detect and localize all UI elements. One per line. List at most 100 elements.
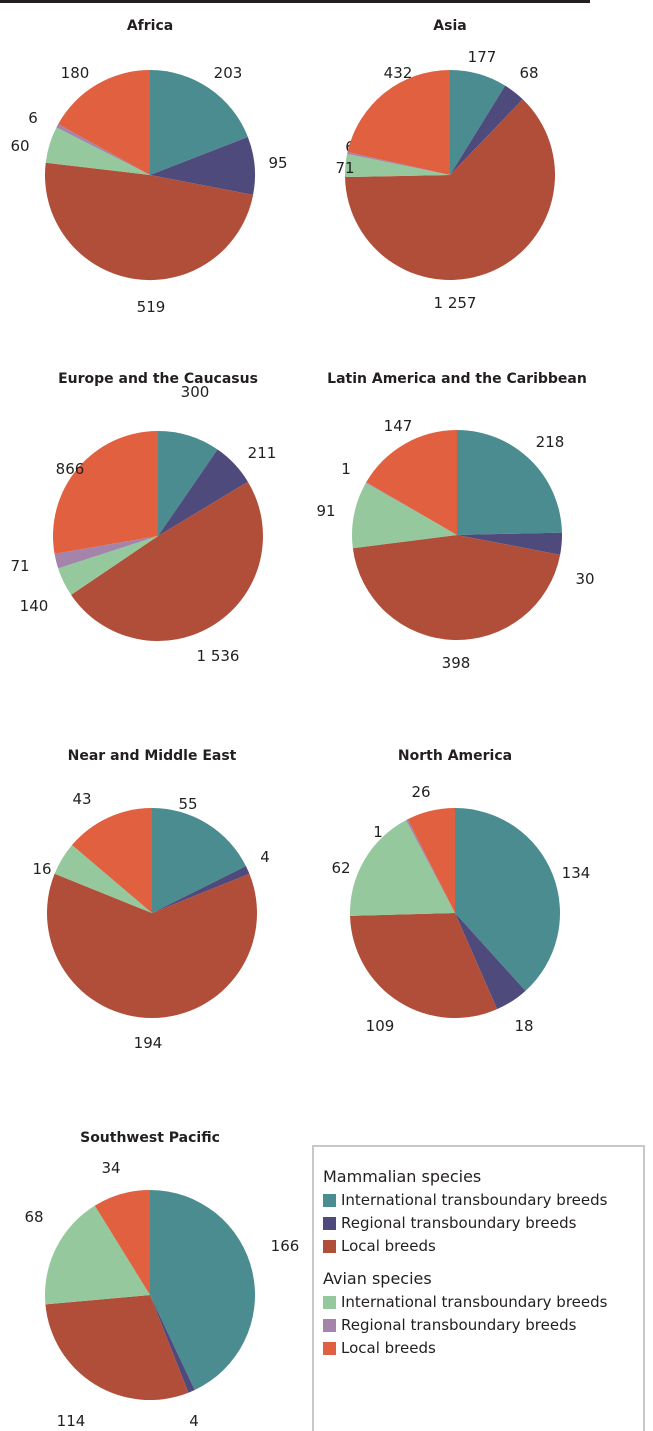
pie-slice-mammal-local xyxy=(350,913,498,1019)
data-label-mammal-local: 1 536 xyxy=(197,647,240,665)
pie-slice-avian-international xyxy=(44,1205,150,1305)
data-label-mammal-local: 519 xyxy=(137,298,166,316)
data-label-mammal-international: 177 xyxy=(468,48,497,66)
pie-slice-mammal-international xyxy=(150,1190,256,1391)
legend-avian-heading: Avian species xyxy=(323,1269,432,1288)
legend-item-mammal-international: International transboundary breeds xyxy=(323,1191,607,1209)
chart-title: Near and Middle East xyxy=(68,748,237,764)
data-label-avian-regional: 1 xyxy=(341,460,351,478)
pie-slice-avian-international xyxy=(58,536,158,595)
data-label-avian-international: 62 xyxy=(331,859,350,877)
data-label-avian-international: 71 xyxy=(335,159,354,177)
pie-slice-mammal-local xyxy=(44,162,254,281)
data-label-mammal-international: 134 xyxy=(562,864,591,882)
pie-slice-mammal-local xyxy=(45,1295,189,1401)
legend-mammal-heading: Mammalian species xyxy=(323,1167,482,1186)
data-label-avian-regional: 6 xyxy=(28,109,38,127)
pie-slice-mammal-local xyxy=(352,535,561,641)
legend-item-avian-international: International transboundary breeds xyxy=(323,1293,607,1311)
pie-slice-avian-local xyxy=(407,808,455,913)
pie-slice-avian-international xyxy=(351,482,457,549)
pie-slice-mammal-local xyxy=(71,481,263,641)
pie-slice-avian-regional xyxy=(347,151,450,175)
legend-label: Local breeds xyxy=(341,1339,436,1357)
pie-slice-avian-regional xyxy=(365,482,457,535)
pie-slice-avian-local xyxy=(52,431,158,554)
data-label-mammal-local: 109 xyxy=(366,1017,395,1035)
legend-item-mammal-local: Local breeds xyxy=(323,1237,436,1255)
pie-slice-avian-local xyxy=(58,70,151,175)
pie-slice-avian-local xyxy=(347,70,450,175)
data-label-mammal-regional: 4 xyxy=(260,848,270,866)
legend-item-avian-regional: Regional transboundary breeds xyxy=(323,1316,576,1334)
pie-slice-mammal-local xyxy=(47,873,257,1018)
chart-title: North America xyxy=(398,748,512,764)
data-label-avian-local: 43 xyxy=(72,790,91,808)
pie-slice-avian-international xyxy=(54,844,153,913)
legend-label: International transboundary breeds xyxy=(341,1293,608,1311)
pie-slice-mammal-regional xyxy=(450,85,523,175)
pie-slice-avian-regional xyxy=(54,536,158,569)
pie-slice-avian-local xyxy=(72,808,152,913)
pie-slice-avian-regional xyxy=(56,124,151,175)
pie-chart-5: North America 134 18 109 62 1 26 xyxy=(331,748,590,1035)
legend-swatch-mammal-regional xyxy=(323,1216,336,1230)
legend-swatch-avian-regional xyxy=(323,1318,336,1332)
data-label-avian-international: 16 xyxy=(32,860,51,878)
pie-slice-mammal-local xyxy=(345,99,556,281)
pie-slice-avian-local xyxy=(366,430,457,535)
data-label-avian-international: 140 xyxy=(20,597,49,615)
legend-label: Regional transboundary breeds xyxy=(341,1316,577,1334)
pie-slice-mammal-international xyxy=(152,808,246,913)
pie-slice-mammal-regional xyxy=(455,913,526,1010)
data-label-avian-regional: 71 xyxy=(10,557,29,575)
data-label-mammal-regional: 30 xyxy=(575,570,594,588)
pie-slice-mammal-regional xyxy=(150,136,256,195)
data-label-mammal-regional: 4 xyxy=(189,1412,199,1430)
legend-swatch-avian-local xyxy=(323,1341,336,1355)
legend-swatch-avian-international xyxy=(323,1295,336,1309)
data-label-mammal-local: 114 xyxy=(57,1412,86,1430)
data-label-avian-local: 147 xyxy=(384,417,413,435)
legend-label: Regional transboundary breeds xyxy=(341,1214,577,1232)
pie-slice-mammal-regional xyxy=(152,866,250,913)
data-label-mammal-regional: 211 xyxy=(248,444,277,462)
data-label-avian-local: 866 xyxy=(56,460,85,478)
pie-chart-0: Africa 203 95 519 60 6 180 xyxy=(10,18,287,316)
pie-chart-4: Near and Middle East 55 4 194 16 43 xyxy=(32,748,269,1052)
legend-swatch-mammal-international xyxy=(323,1193,336,1207)
pie-slice-mammal-international xyxy=(450,70,506,175)
legend-item-avian-local: Local breeds xyxy=(323,1339,436,1357)
data-label-mammal-international: 218 xyxy=(536,433,565,451)
top-rule xyxy=(0,0,590,3)
pie-slice-mammal-regional xyxy=(457,532,562,555)
data-label-avian-international: 91 xyxy=(316,502,335,520)
data-label-mammal-international: 55 xyxy=(178,795,197,813)
chart-title: Latin America and the Caribbean xyxy=(327,371,587,387)
legend: Mammalian species International transbou… xyxy=(312,1145,645,1431)
chart-title: Southwest Pacific xyxy=(80,1130,220,1146)
data-label-mammal-local: 1 257 xyxy=(434,294,477,312)
data-label-avian-local: 34 xyxy=(101,1159,120,1177)
pie-slice-mammal-regional xyxy=(158,449,248,536)
chart-title: Europe and the Caucasus xyxy=(58,371,258,387)
data-label-mammal-local: 194 xyxy=(134,1034,163,1052)
chart-title: Africa xyxy=(127,18,173,34)
data-label-mammal-regional: 18 xyxy=(514,1017,533,1035)
pie-slice-mammal-international xyxy=(455,808,560,991)
pie-slice-avian-international xyxy=(45,127,150,175)
data-label-avian-regional: 1 xyxy=(373,823,383,841)
legend-item-mammal-regional: Regional transboundary breeds xyxy=(323,1214,576,1232)
pie-slice-mammal-international xyxy=(158,431,218,536)
pie-slice-mammal-international xyxy=(457,430,562,535)
pie-slice-avian-regional xyxy=(406,819,455,913)
data-label-mammal-regional: 95 xyxy=(268,154,287,172)
chart-title: Asia xyxy=(433,18,466,34)
pie-slice-avian-local xyxy=(94,1190,150,1295)
data-label-avian-international: 60 xyxy=(10,137,29,155)
legend-label: Local breeds xyxy=(341,1237,436,1255)
data-label-avian-local: 432 xyxy=(384,64,413,82)
